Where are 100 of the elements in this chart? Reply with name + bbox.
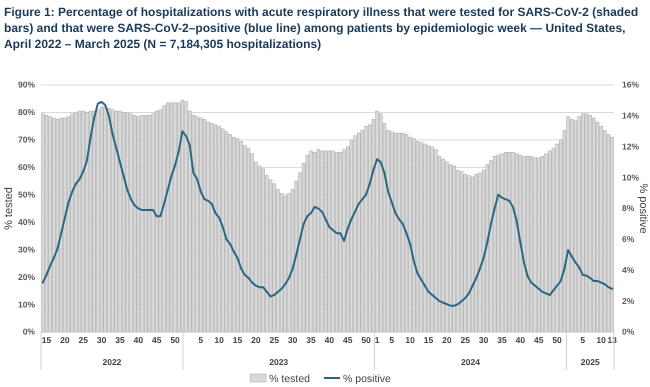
bar [52, 118, 56, 332]
y-tick-label: 30% [18, 244, 36, 254]
x-tick-label: 15 [42, 335, 52, 346]
y2-tick-label: 2% [622, 296, 635, 306]
x-tick-label: 25 [78, 335, 88, 346]
y-tick-label: 20% [18, 272, 36, 282]
x-tick-label: 35 [306, 335, 316, 346]
bar [272, 184, 276, 332]
x-tick-label: 20 [442, 335, 452, 346]
bar [243, 145, 247, 332]
bar [536, 157, 540, 332]
x-tick-label: 40 [324, 335, 334, 346]
y-tick-label: 50% [18, 190, 36, 200]
bar [526, 156, 530, 332]
y2-axis-title: % positive [637, 183, 649, 234]
x-tick-label: 45 [152, 335, 162, 346]
text: 2022 [102, 357, 122, 367]
bar [570, 119, 574, 332]
y2-tick-label: 16% [622, 80, 640, 90]
x-tick-label: 50 [361, 335, 372, 346]
bar [430, 146, 434, 332]
bar [500, 153, 504, 332]
bar [140, 114, 144, 332]
x-tick-label: 5 [580, 335, 586, 346]
bar [118, 110, 122, 332]
bar [434, 149, 438, 332]
line-series [42, 100, 614, 307]
bar [199, 118, 202, 332]
bar [606, 134, 610, 332]
bar [518, 154, 522, 332]
bar [136, 116, 140, 332]
x-tick-label: 50 [170, 335, 180, 346]
legend-label: % tested [269, 373, 310, 385]
bar [232, 136, 236, 332]
bar [599, 126, 603, 332]
bar [224, 131, 228, 332]
bar [603, 130, 607, 332]
bar [522, 156, 526, 332]
bar [419, 142, 423, 332]
bar [334, 152, 338, 332]
bar [441, 158, 445, 332]
bar [508, 152, 512, 332]
bar [408, 136, 412, 332]
bar [56, 119, 60, 332]
y2-tick-label: 6% [622, 234, 635, 244]
y-tick-label: 10% [18, 299, 36, 310]
x-tick-label: 15 [424, 335, 434, 346]
bar [504, 152, 508, 332]
x-tick-label: 20 [251, 335, 261, 346]
bar [92, 110, 96, 332]
x-tick-label: 30 [96, 335, 107, 346]
bar [342, 149, 346, 332]
bar [533, 157, 537, 332]
bar [214, 124, 218, 332]
bar [592, 118, 596, 332]
text: 2024 [461, 357, 480, 367]
y2-tick-label: 10% [622, 172, 640, 182]
y2-tick-label: 0% [622, 326, 635, 337]
x-tick-label: 30 [478, 335, 489, 346]
x-tick-label: 10 [596, 335, 606, 346]
y-axis-title: % tested [3, 187, 15, 230]
y-tick-label: 80% [18, 107, 36, 118]
bar [217, 126, 221, 332]
bar [324, 150, 328, 332]
bar [390, 131, 394, 332]
bar [514, 153, 518, 332]
bar [357, 132, 360, 332]
bar [59, 118, 63, 332]
bar [122, 112, 126, 332]
x-tick-label: 10 [405, 335, 416, 346]
y2-tick-label: 12% [622, 141, 640, 152]
text: 2023 [269, 357, 288, 367]
bar [306, 154, 310, 332]
x-tick-label: 10 [214, 335, 224, 346]
bar [82, 110, 85, 332]
bar [496, 154, 500, 332]
bar [338, 152, 342, 332]
x-tick-label: 35 [497, 335, 507, 346]
x-tick-label: 25 [460, 335, 470, 346]
bar [148, 114, 152, 332]
legend-label: % positive [343, 373, 392, 385]
y-tick-label: 70% [18, 134, 36, 145]
bar [44, 114, 48, 332]
x-tick-label: 15 [232, 335, 243, 346]
chart-title: Figure 1: Percentage of hospitalizations with acute respiratory illness that were tested for SARS-CoV-2 (shaded bars) and that were SARS-CoV-2–positive (blue line) among patients by epidemiologic week — United States, April 2022 – March 2025 (N = 7,184,305 hospitalizations) [4, 5, 638, 51]
bar [530, 156, 534, 332]
bar [114, 110, 118, 332]
bar [210, 123, 214, 332]
bar [104, 106, 107, 332]
bar [474, 174, 478, 332]
y-tick-label: 40% [18, 216, 36, 227]
bar [228, 134, 232, 332]
bar [596, 122, 600, 332]
x-tick-label: 20 [60, 335, 70, 346]
y-tick-label: 0% [22, 326, 36, 337]
bar [132, 114, 136, 332]
bar [246, 148, 250, 332]
bar [401, 132, 405, 332]
x-tick-label: 5 [198, 335, 204, 346]
x-tick-label: 35 [115, 335, 125, 346]
